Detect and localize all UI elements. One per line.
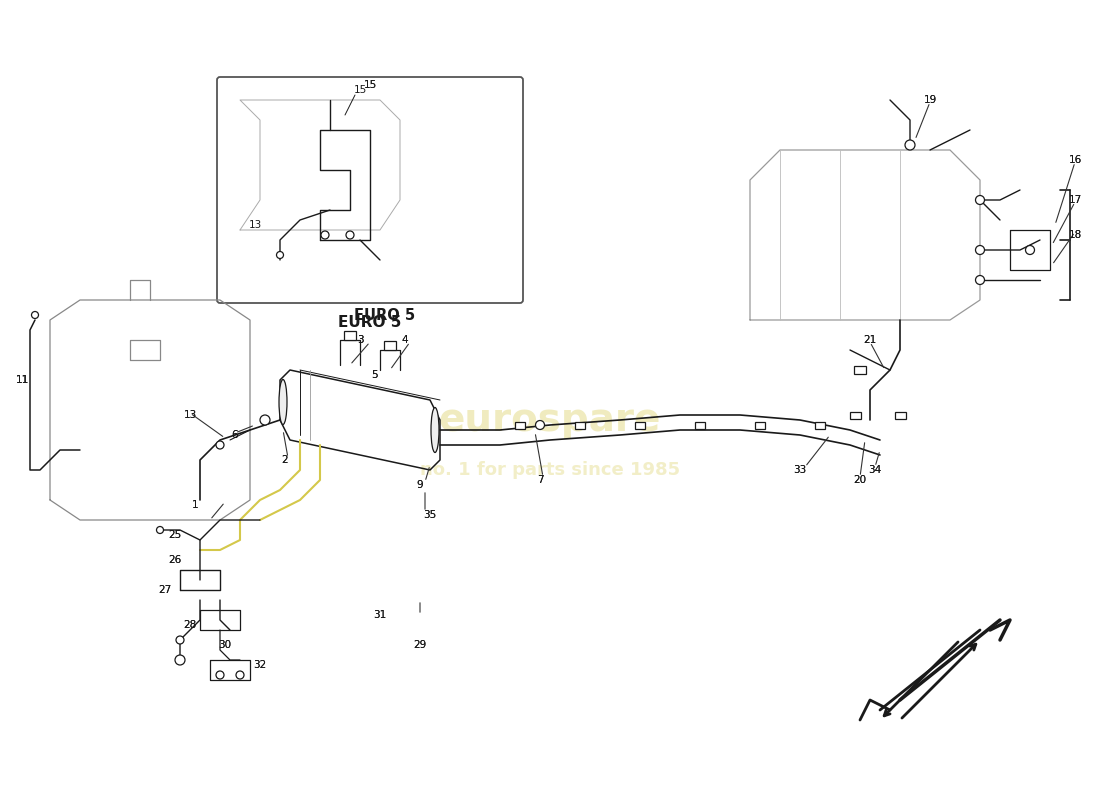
Bar	[635, 422, 645, 429]
Text: 4: 4	[402, 335, 408, 345]
Circle shape	[216, 671, 224, 679]
Text: 13: 13	[249, 220, 262, 230]
Text: 30: 30	[219, 640, 232, 650]
Text: 11: 11	[15, 375, 29, 385]
Text: 1: 1	[191, 500, 198, 510]
Text: 18: 18	[1068, 230, 1081, 240]
Bar	[894, 411, 905, 418]
Text: 20: 20	[854, 475, 867, 485]
Text: 7: 7	[537, 475, 543, 485]
Text: 16: 16	[1068, 155, 1081, 165]
Text: 27: 27	[158, 585, 172, 595]
Bar	[384, 341, 396, 350]
Text: eurospare: eurospare	[439, 401, 661, 439]
Text: EURO 5: EURO 5	[339, 315, 402, 330]
Text: 19: 19	[923, 95, 936, 105]
Text: 21: 21	[864, 335, 877, 345]
Text: 5: 5	[372, 370, 378, 380]
Text: 29: 29	[414, 640, 427, 650]
Text: 25: 25	[168, 530, 182, 540]
Circle shape	[176, 636, 184, 644]
Text: 33: 33	[793, 465, 806, 475]
Bar	[575, 422, 585, 429]
Text: 15: 15	[353, 85, 366, 95]
Circle shape	[156, 526, 164, 534]
Bar	[695, 422, 705, 429]
Text: 20: 20	[854, 475, 867, 485]
Bar	[849, 411, 860, 418]
Bar	[854, 366, 866, 374]
Text: 6: 6	[232, 430, 239, 440]
Text: 1: 1	[191, 500, 198, 510]
Text: 4: 4	[402, 335, 408, 345]
Text: no. 1 for parts since 1985: no. 1 for parts since 1985	[420, 461, 680, 479]
Text: 2: 2	[282, 455, 288, 465]
Ellipse shape	[279, 379, 287, 425]
Bar	[344, 330, 356, 339]
Text: 31: 31	[373, 610, 386, 620]
Text: 34: 34	[868, 465, 881, 475]
Text: 17: 17	[1068, 195, 1081, 205]
Circle shape	[1025, 246, 1034, 254]
Text: 3: 3	[356, 335, 363, 345]
Text: 30: 30	[219, 640, 232, 650]
Text: 15: 15	[363, 80, 376, 90]
Circle shape	[32, 311, 39, 318]
Bar	[515, 422, 525, 429]
Text: 27: 27	[158, 585, 172, 595]
Text: EURO 5: EURO 5	[354, 307, 416, 322]
Text: 15: 15	[363, 80, 376, 90]
Text: 17: 17	[1068, 195, 1081, 205]
Text: 7: 7	[537, 475, 543, 485]
Text: 35: 35	[424, 510, 437, 520]
Text: 11: 11	[15, 375, 29, 385]
FancyBboxPatch shape	[217, 77, 522, 303]
Bar	[755, 422, 764, 429]
Text: 28: 28	[184, 620, 197, 630]
Text: 2: 2	[282, 455, 288, 465]
Text: 31: 31	[373, 610, 386, 620]
Text: 35: 35	[424, 510, 437, 520]
Text: 9: 9	[417, 480, 424, 490]
Text: 34: 34	[868, 465, 881, 475]
Text: 18: 18	[1068, 230, 1081, 240]
Text: 13: 13	[184, 410, 197, 420]
Text: 32: 32	[253, 660, 266, 670]
Text: 25: 25	[168, 530, 182, 540]
Text: 5: 5	[372, 370, 378, 380]
Circle shape	[216, 441, 224, 449]
Ellipse shape	[431, 407, 439, 453]
Text: 3: 3	[356, 335, 363, 345]
Text: 26: 26	[168, 555, 182, 565]
Circle shape	[276, 251, 284, 258]
Text: 9: 9	[417, 480, 424, 490]
Circle shape	[976, 195, 984, 205]
Text: 29: 29	[414, 640, 427, 650]
Text: 16: 16	[1068, 155, 1081, 165]
Circle shape	[905, 140, 915, 150]
Text: 32: 32	[253, 660, 266, 670]
Text: 33: 33	[793, 465, 806, 475]
Circle shape	[976, 275, 984, 285]
Text: 11: 11	[15, 375, 29, 385]
Text: 21: 21	[864, 335, 877, 345]
Circle shape	[175, 655, 185, 665]
Circle shape	[346, 231, 354, 239]
Circle shape	[260, 415, 270, 425]
Text: 19: 19	[923, 95, 936, 105]
Text: 13: 13	[184, 410, 197, 420]
Text: 26: 26	[168, 555, 182, 565]
Circle shape	[321, 231, 329, 239]
Circle shape	[976, 246, 984, 254]
Circle shape	[236, 671, 244, 679]
Text: 28: 28	[184, 620, 197, 630]
Circle shape	[536, 421, 544, 430]
Text: 6: 6	[232, 430, 239, 440]
Bar	[815, 422, 825, 429]
